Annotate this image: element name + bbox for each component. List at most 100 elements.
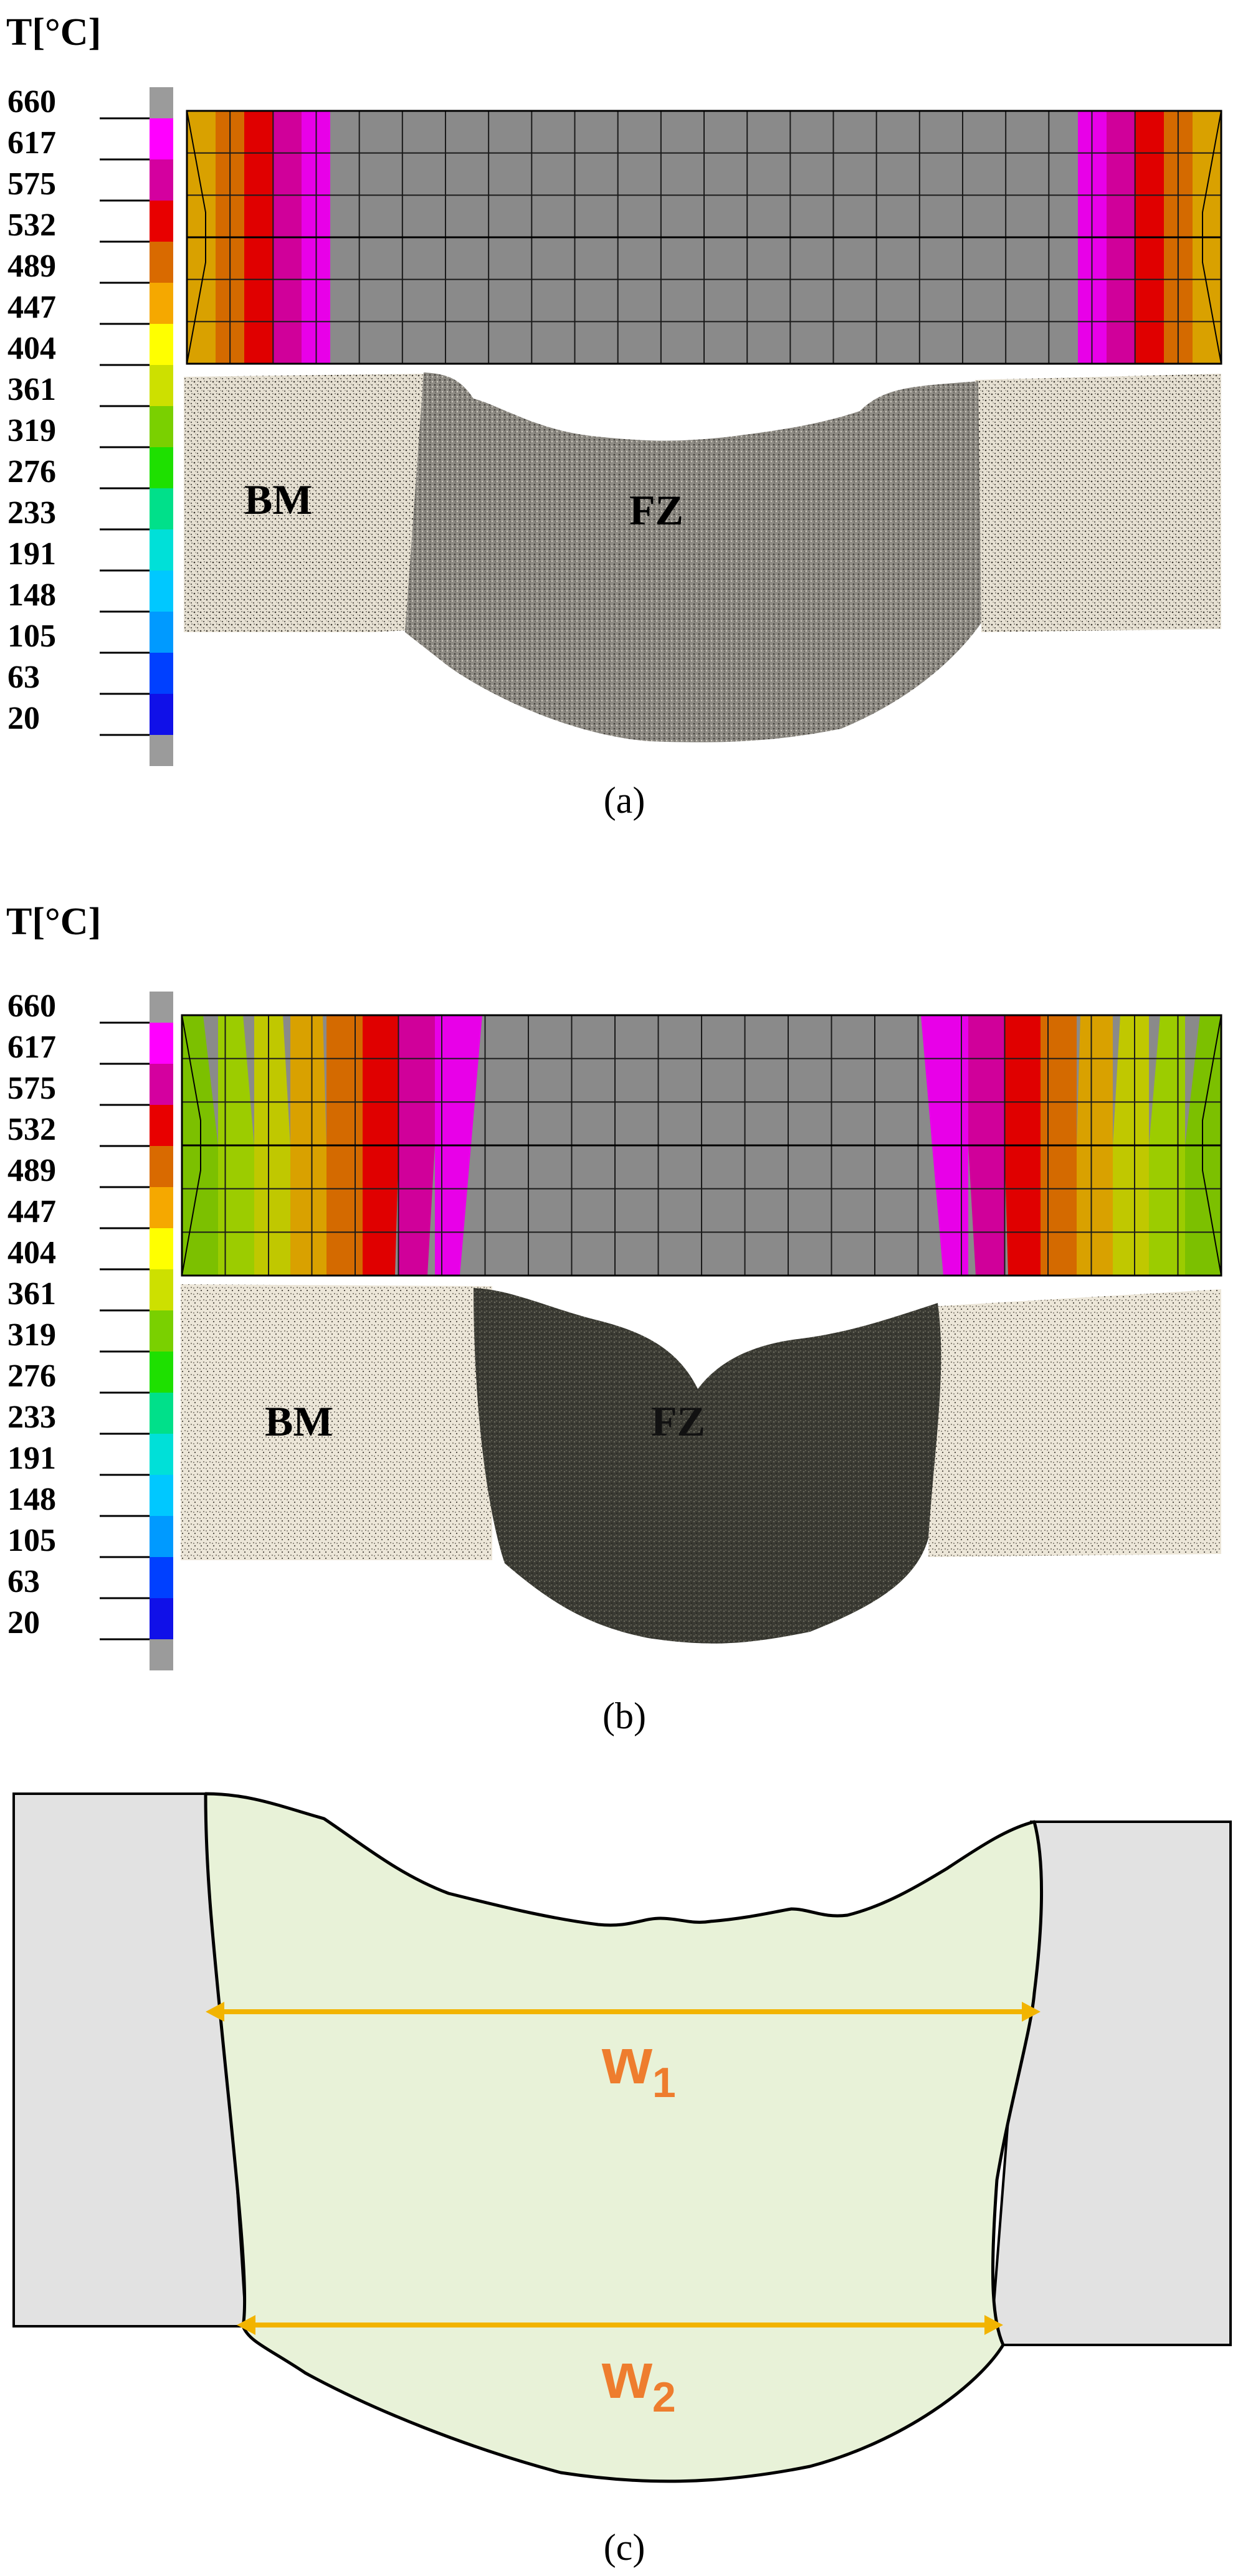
fusion-zone-outline [204,1792,1044,2483]
scale-label: 361 [7,1276,56,1312]
bm-label: BM [265,1398,333,1445]
scale-label: 63 [7,660,40,695]
scale-label: 20 [7,1605,40,1641]
scale-label: 105 [7,1523,56,1558]
micrograph-cross-section [184,372,1221,742]
scale-swatch [150,1146,173,1187]
scale-swatch [150,612,173,653]
scale-swatch [150,1023,173,1064]
scale-swatch [150,1105,173,1146]
scale-swatch [150,201,173,242]
scale-swatch [150,1434,173,1475]
scale-swatch [150,1557,173,1598]
scale-label: 276 [7,1358,56,1394]
fusion-zone-region [474,1288,941,1644]
w1-letter: w [601,2025,653,2098]
bm-label: BM [244,476,313,523]
scale-swatch [150,1228,173,1269]
panel-a: T[°C] 660 617 575 532 489 447 404 361 31… [6,11,1222,821]
scale-label: 105 [7,618,56,654]
scale-label: 447 [7,290,56,325]
mesh-edge-cell [181,1015,201,1276]
scale-label: 319 [7,413,56,448]
w1-label: w1 [601,2025,676,2106]
w2-letter: w [601,2340,653,2412]
panel-caption: (a) [604,780,645,821]
fe-mesh-temperature-field [186,110,1222,365]
scale-swatch [150,694,173,735]
scale-swatch [150,529,173,571]
scale-swatch [150,1187,173,1228]
scale-swatch [150,735,173,766]
scale-swatch [150,283,173,324]
width-w1: w1 [206,2002,1041,2106]
base-metal-right [989,1821,1232,2346]
scale-label: 319 [7,1317,56,1353]
w1-arrowhead-right [1022,2002,1041,2022]
w1-subscript: 1 [652,2059,676,2106]
panel-caption: (b) [603,1695,646,1736]
micrograph-cross-section [181,1284,1221,1644]
scale-swatch [150,1064,173,1105]
scale-label: 191 [7,1441,56,1476]
scale-swatch [150,1269,173,1310]
scale-label: 404 [7,331,56,366]
scale-label: 660 [7,988,56,1024]
w1-arrowhead-left [206,2002,224,2022]
scale-label: 489 [7,249,56,284]
mesh-edge-cell [1202,1015,1222,1276]
scale-swatch [150,1310,173,1352]
scale-label: 532 [7,1112,56,1147]
scale-swatch [150,159,173,201]
temperature-scale-labels: 660 617 575 532 489 447 404 361 319 276 … [7,988,56,1641]
fz-label: FZ [629,486,684,534]
scale-label: 233 [7,495,56,531]
scale-swatch [150,992,173,1023]
base-metal-right [928,1289,1221,1557]
scale-label: 148 [7,1482,56,1517]
base-metal-left [181,1284,492,1560]
temperature-scale-labels: 660 617 575 532 489 447 404 361 319 276 … [7,84,56,736]
temperature-scale [100,87,173,766]
scale-swatch [150,488,173,529]
scale-swatch [150,87,173,118]
mesh-border [181,1014,1222,1277]
scale-label: 617 [7,1030,56,1065]
mesh-border [186,110,1222,365]
w2-label: w2 [601,2340,676,2421]
scale-label: 575 [7,166,56,202]
scale-swatch [150,447,173,488]
w2-arrowhead-left [237,2315,255,2335]
scale-label: 447 [7,1194,56,1229]
scale-swatch [150,1475,173,1516]
scale-swatch [150,1393,173,1434]
scale-label: 191 [7,536,56,572]
legend-title: T[°C] [6,11,101,54]
scale-swatch [150,1516,173,1557]
mesh-edge-cell [1202,110,1222,364]
scale-swatch [150,1639,173,1670]
scale-label: 532 [7,207,56,243]
scale-label: 617 [7,125,56,161]
scale-swatch [150,365,173,406]
scale-label: 361 [7,372,56,407]
fe-mesh-temperature-field [181,1014,1222,1277]
base-metal-right [975,374,1221,632]
scale-label: 660 [7,84,56,120]
panel-caption: (c) [604,2527,645,2568]
scale-label: 404 [7,1235,56,1271]
scale-label: 20 [7,701,40,736]
fz-label: FZ [651,1398,705,1445]
w2-subscript: 2 [652,2374,676,2421]
scale-label: 575 [7,1071,56,1106]
mesh-edge-cell [186,110,206,364]
scale-swatch [150,1352,173,1393]
scale-swatch [150,406,173,447]
scale-swatch [150,1598,173,1639]
scale-label: 233 [7,1399,56,1435]
scale-swatch [150,242,173,283]
width-w2: w2 [237,2315,1003,2421]
scale-swatch [150,118,173,159]
